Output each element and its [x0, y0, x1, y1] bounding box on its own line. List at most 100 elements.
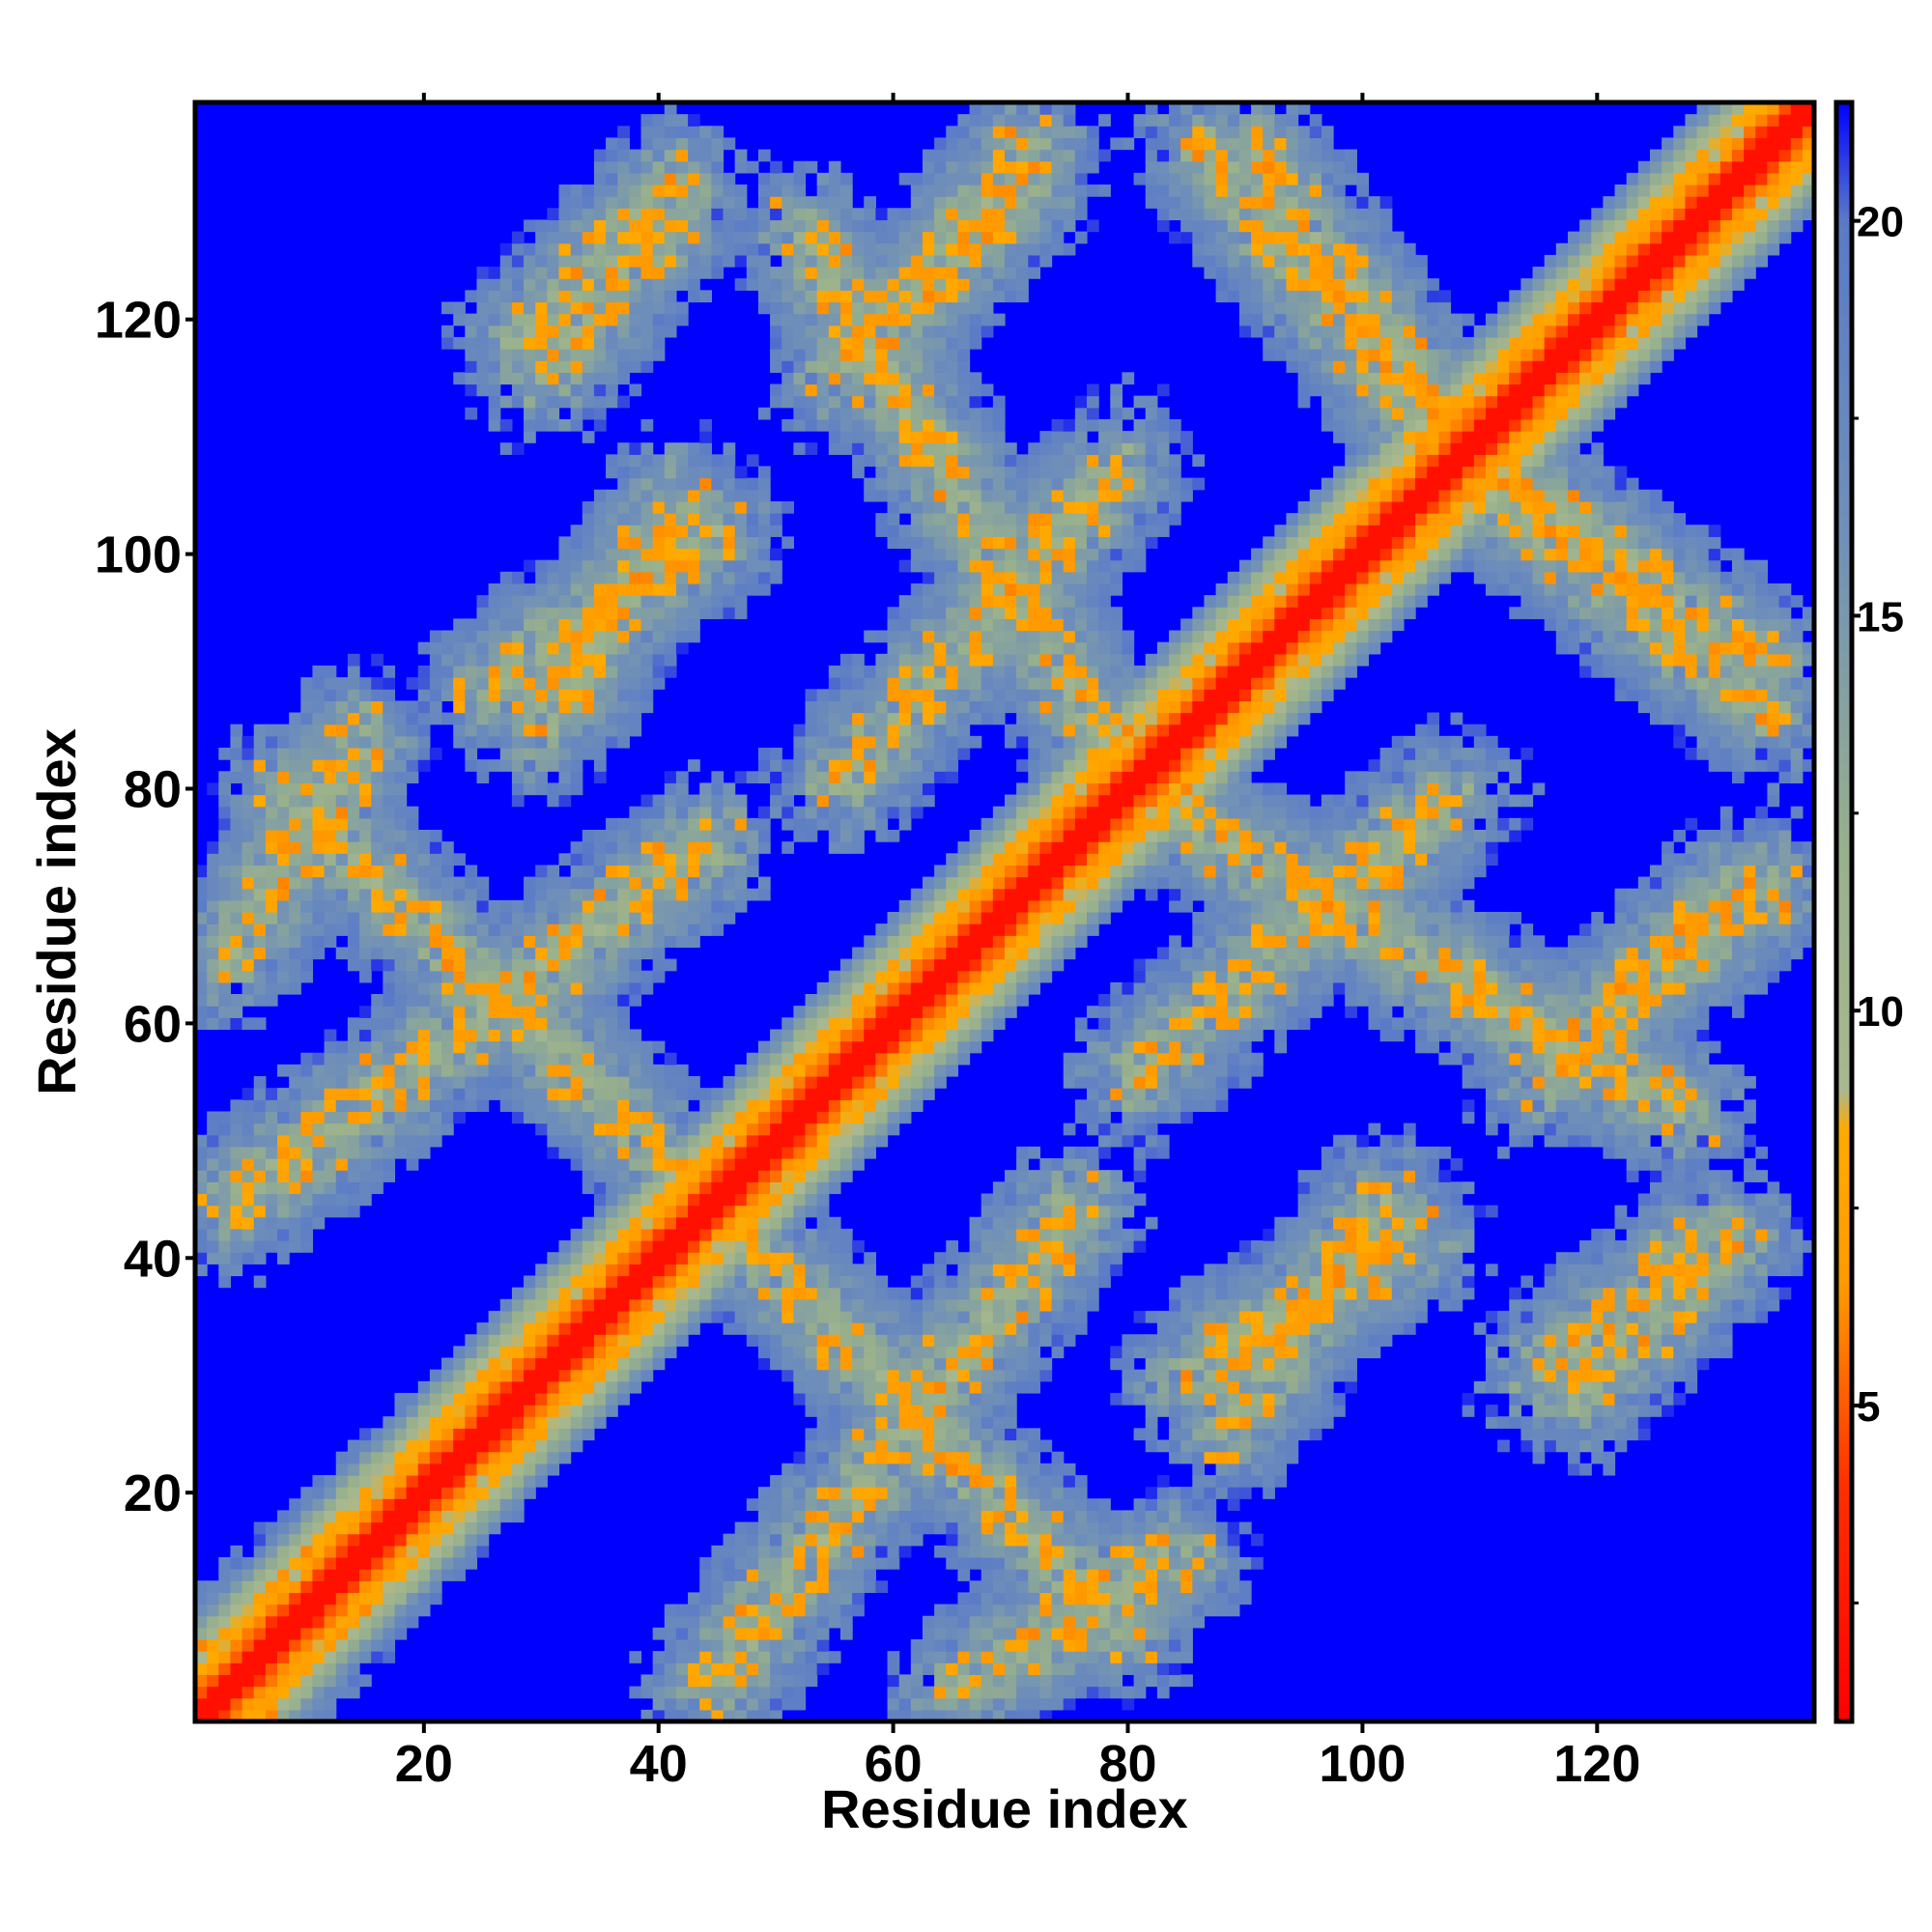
heatmap-cell	[453, 653, 466, 667]
heatmap-cell	[640, 267, 654, 279]
heatmap-cell	[253, 1216, 267, 1230]
heatmap-cell	[347, 888, 360, 901]
heatmap-cell	[324, 1146, 337, 1159]
heatmap-cell	[957, 1651, 971, 1663]
heatmap-cell	[699, 1310, 712, 1323]
heatmap-cell	[207, 1193, 219, 1207]
heatmap-cell	[606, 548, 618, 561]
heatmap-cell	[218, 1017, 232, 1031]
heatmap-cell	[499, 395, 513, 409]
heatmap-cell	[582, 1181, 595, 1195]
heatmap-cell	[934, 618, 947, 632]
heatmap-cell	[547, 923, 560, 936]
heatmap-cell	[417, 677, 431, 690]
heatmap-cell	[359, 724, 372, 737]
heatmap-cell	[417, 865, 431, 878]
heatmap-cell	[711, 1122, 724, 1136]
heatmap-cell	[816, 1662, 830, 1676]
heatmap-cell	[218, 899, 232, 913]
heatmap-cell	[230, 853, 243, 867]
heatmap-cell	[230, 841, 243, 854]
heatmap-cell	[558, 771, 572, 783]
heatmap-cell	[864, 782, 876, 796]
heatmap-cell	[934, 325, 947, 338]
heatmap-cell	[629, 1216, 642, 1230]
heatmap-cell	[629, 677, 642, 690]
heatmap-cell	[723, 899, 736, 913]
heatmap-cell	[406, 1615, 419, 1629]
heatmap-cell	[852, 994, 865, 1007]
heatmap-cell	[582, 1287, 595, 1300]
heatmap-cell	[429, 865, 442, 878]
heatmap-cell	[429, 1052, 442, 1065]
heatmap-cell	[324, 1052, 337, 1065]
heatmap-cell	[887, 1416, 900, 1429]
heatmap-cell	[910, 1709, 923, 1722]
heatmap-cell	[864, 689, 876, 701]
heatmap-cell	[195, 1228, 208, 1241]
heatmap-cell	[593, 325, 607, 338]
heatmap-cell	[207, 1662, 219, 1676]
heatmap-cell	[852, 231, 865, 244]
heatmap-cell	[524, 1405, 536, 1417]
heatmap-cell	[582, 336, 595, 350]
heatmap-cell	[652, 160, 666, 174]
heatmap-cell	[524, 641, 536, 655]
heatmap-cell	[922, 712, 935, 725]
heatmap-cell	[734, 1181, 748, 1195]
heatmap-cell	[335, 1592, 349, 1605]
heatmap-cell	[300, 1193, 314, 1207]
heatmap-cell	[852, 1369, 865, 1382]
heatmap-cell	[640, 1134, 654, 1148]
heatmap-cell	[476, 888, 490, 901]
heatmap-cell	[371, 1134, 384, 1148]
heatmap-cell	[593, 923, 607, 936]
heatmap-cell	[593, 607, 607, 619]
heatmap-cell	[864, 1322, 876, 1335]
heatmap-cell	[300, 1146, 314, 1159]
heatmap-cell	[839, 782, 853, 796]
heatmap-cell	[839, 712, 853, 725]
heatmap-cell	[781, 1076, 794, 1089]
heatmap-cell	[816, 747, 830, 760]
heatmap-cell	[675, 1686, 689, 1699]
heatmap-cell	[335, 923, 349, 936]
heatmap-cell	[558, 254, 572, 268]
heatmap-cell	[946, 618, 959, 632]
heatmap-cell	[476, 349, 490, 361]
heatmap-cell	[265, 1134, 278, 1148]
heatmap-cell	[535, 888, 548, 901]
heatmap-cell	[453, 677, 466, 690]
heatmap-cell	[887, 325, 900, 338]
heatmap-cell	[640, 1193, 654, 1207]
heatmap-cell	[253, 1170, 267, 1182]
heatmap-cell	[253, 771, 267, 783]
heatmap-cell	[640, 1709, 654, 1722]
heatmap-cell	[417, 947, 431, 960]
heatmap-cell	[312, 700, 326, 714]
heatmap-cell	[429, 1474, 442, 1488]
heatmap-cell	[640, 301, 654, 315]
heatmap-cell	[805, 1017, 818, 1031]
heatmap-cell	[417, 923, 431, 936]
heatmap-cell	[383, 958, 396, 972]
heatmap-cell	[640, 571, 654, 584]
heatmap-cell	[359, 1064, 372, 1077]
heatmap-cell	[300, 970, 314, 983]
heatmap-cell	[688, 1651, 700, 1663]
heatmap-cell	[688, 899, 700, 913]
heatmap-cell	[406, 970, 419, 983]
heatmap-cell	[664, 923, 677, 936]
heatmap-cell	[652, 888, 666, 901]
heatmap-cell	[511, 336, 525, 350]
heatmap-cell	[757, 571, 771, 584]
heatmap-cell	[242, 923, 255, 936]
heatmap-cell	[535, 899, 548, 913]
heatmap-cell	[946, 278, 959, 291]
heatmap-cell	[746, 817, 759, 831]
heatmap-cell	[606, 1298, 618, 1312]
heatmap-cell	[816, 290, 830, 303]
heatmap-cell	[524, 899, 536, 913]
heatmap-cell	[793, 418, 807, 432]
heatmap-cell	[617, 442, 630, 455]
